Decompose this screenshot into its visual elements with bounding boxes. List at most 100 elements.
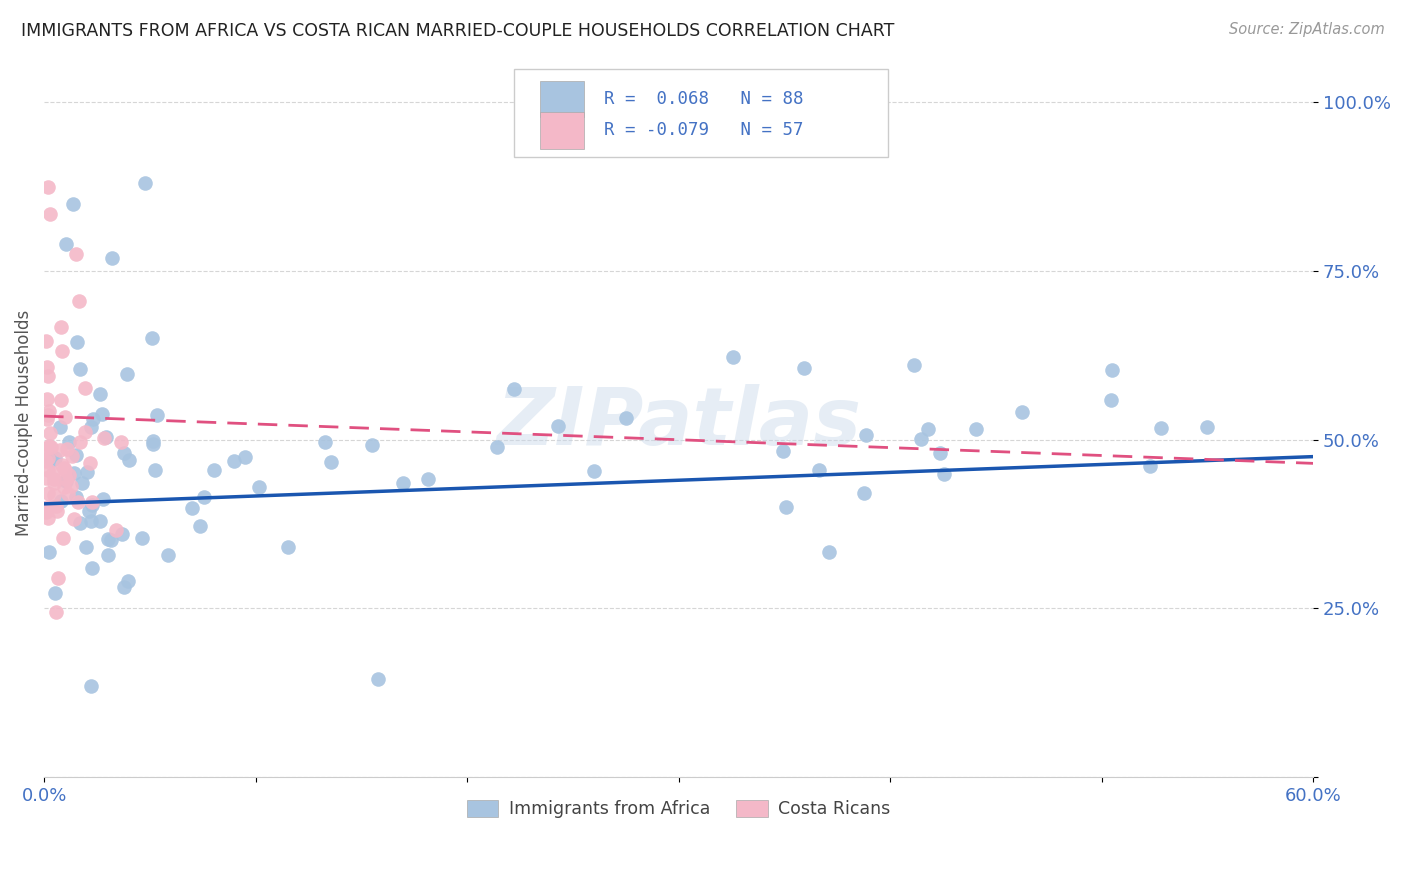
Point [97, 533, 120, 547]
Point [42, 466, 65, 480]
Point [51, 344, 73, 359]
FancyBboxPatch shape [540, 112, 583, 149]
Point [903, 358, 925, 372]
Point [65, 448, 87, 462]
Point [222, 453, 245, 467]
Point [143, 463, 166, 477]
Point [35, 412, 58, 426]
Point [46, 504, 69, 518]
Point [367, 673, 389, 687]
Text: ZIPatlas: ZIPatlas [496, 384, 862, 462]
Point [110, 435, 132, 450]
Point [39, 206, 62, 220]
Point [1099, 393, 1122, 408]
Point [49, 320, 72, 334]
Y-axis label: Married-couple Households: Married-couple Households [15, 310, 32, 536]
Point [818, 544, 841, 558]
Point [37, 359, 59, 374]
Point [314, 434, 336, 449]
Point [142, 437, 165, 451]
Point [37, 179, 59, 194]
Point [583, 464, 606, 478]
Point [80, 495, 103, 509]
Point [52, 479, 75, 493]
Point [852, 486, 875, 500]
Point [503, 382, 526, 396]
Point [277, 541, 299, 555]
Point [60, 479, 83, 493]
Point [80, 420, 103, 434]
Point [51, 458, 73, 472]
FancyBboxPatch shape [513, 69, 889, 157]
Point [66, 334, 89, 349]
Point [58, 486, 80, 500]
Point [118, 452, 141, 467]
Point [65, 247, 87, 261]
Point [46, 571, 69, 585]
Point [66, 495, 89, 509]
Point [1150, 421, 1173, 435]
Point [55, 237, 77, 252]
Point [233, 450, 256, 464]
Point [131, 531, 153, 545]
Point [157, 548, 180, 562]
Point [97, 548, 120, 562]
Point [772, 444, 794, 458]
Point [94, 430, 117, 444]
Point [793, 360, 815, 375]
Point [45, 500, 67, 514]
Point [44, 488, 66, 502]
Point [35, 505, 58, 519]
Point [112, 446, 135, 460]
Point [37, 486, 59, 500]
Point [1195, 420, 1218, 434]
Point [79, 504, 101, 518]
Point [100, 533, 122, 548]
Point [58, 435, 80, 450]
Point [934, 467, 956, 481]
Point [89, 387, 111, 401]
Point [93, 431, 115, 445]
Point [35, 471, 58, 485]
Point [35, 454, 58, 468]
Point [37, 450, 59, 465]
Point [44, 450, 66, 465]
Point [775, 500, 797, 515]
Point [38, 439, 60, 453]
Point [52, 461, 75, 475]
Legend: Immigrants from Africa, Costa Ricans: Immigrants from Africa, Costa Ricans [460, 793, 897, 825]
Point [45, 605, 67, 619]
Point [63, 511, 86, 525]
Point [37, 463, 59, 477]
Point [37, 408, 59, 422]
Point [82, 561, 104, 575]
Text: Source: ZipAtlas.com: Source: ZipAtlas.com [1229, 22, 1385, 37]
Point [360, 438, 382, 452]
Point [58, 467, 80, 482]
Point [929, 446, 952, 460]
Point [53, 409, 76, 424]
Point [42, 473, 65, 487]
Point [321, 455, 343, 469]
Point [37, 500, 59, 514]
Point [486, 440, 509, 454]
Point [141, 331, 163, 345]
Point [38, 545, 60, 559]
Point [75, 381, 97, 395]
Point [391, 475, 413, 490]
Point [65, 490, 87, 504]
Point [90, 407, 112, 421]
Point [70, 476, 93, 491]
Point [51, 393, 73, 408]
Point [1139, 459, 1161, 474]
Point [38, 403, 60, 417]
Text: R = -0.079   N = 57: R = -0.079 N = 57 [603, 121, 803, 139]
Point [202, 463, 225, 477]
Point [75, 541, 97, 555]
Point [101, 251, 124, 265]
Text: R =  0.068   N = 88: R = 0.068 N = 88 [603, 90, 803, 108]
Point [69, 362, 91, 376]
Point [188, 518, 211, 533]
Point [67, 294, 90, 309]
FancyBboxPatch shape [540, 80, 583, 118]
